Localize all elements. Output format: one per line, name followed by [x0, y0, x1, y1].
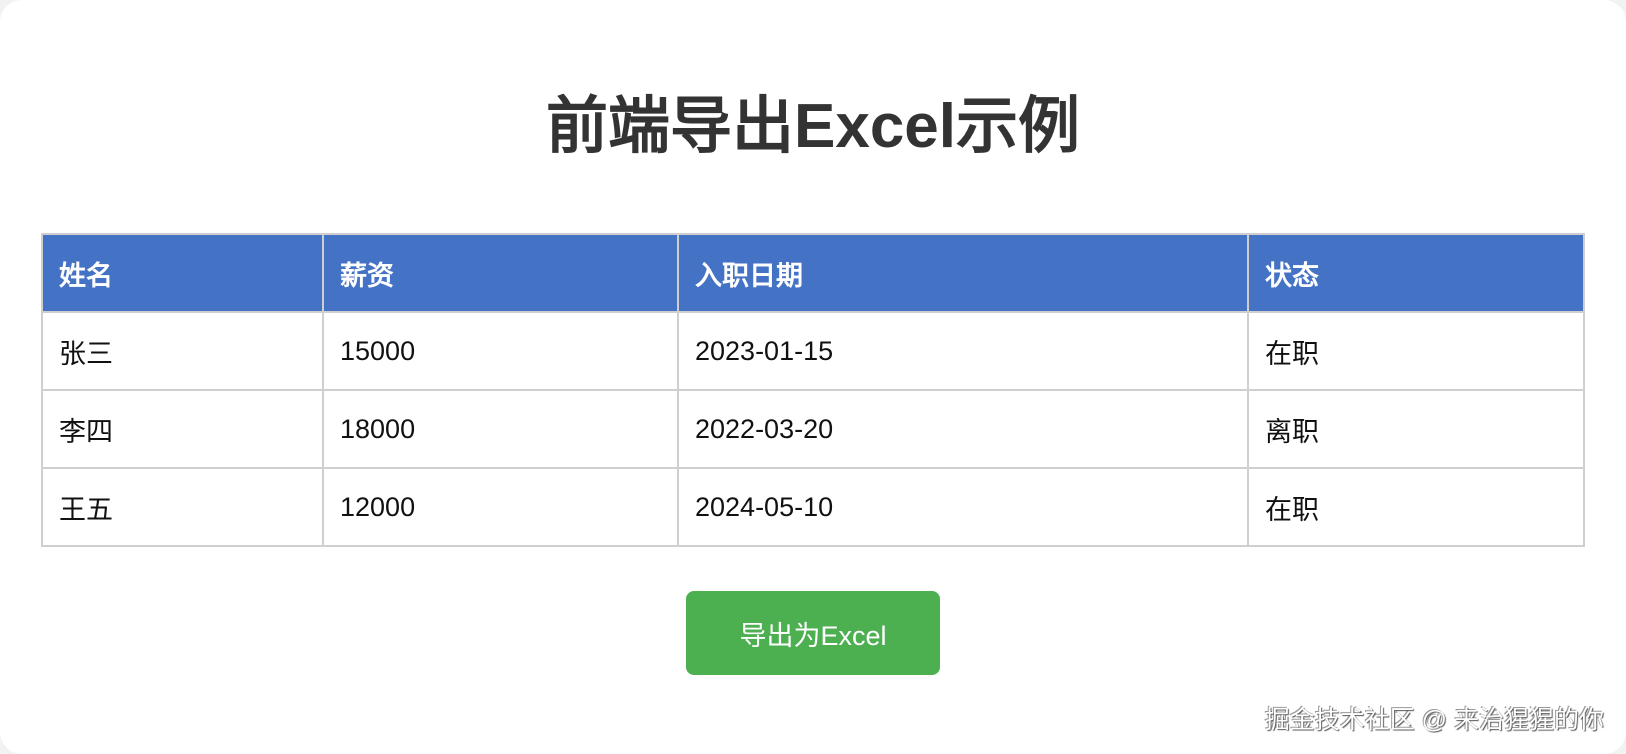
cell-name: 王五	[41, 467, 324, 547]
cell-name: 李四	[41, 389, 324, 469]
watermark: 掘金技术社区 @ 来治猩猩的你	[1264, 706, 1604, 734]
cell-status: 离职	[1247, 389, 1585, 469]
cell-salary: 12000	[322, 467, 679, 547]
cell-hire-date: 2022-03-20	[677, 389, 1249, 469]
export-excel-button[interactable]: 导出为Excel	[686, 591, 940, 675]
header-status: 状态	[1247, 233, 1585, 313]
cell-name: 张三	[41, 311, 324, 391]
cell-salary: 18000	[322, 389, 679, 469]
header-hire-date: 入职日期	[677, 233, 1249, 313]
table-row: 王五 12000 2024-05-10 在职	[41, 467, 1585, 547]
header-salary: 薪资	[322, 233, 679, 313]
cell-hire-date: 2023-01-15	[677, 311, 1249, 391]
page-title: 前端导出Excel示例	[545, 92, 1081, 161]
header-name: 姓名	[41, 233, 324, 313]
table-header-row: 姓名 薪资 入职日期 状态	[41, 233, 1585, 313]
employee-table: 姓名 薪资 入职日期 状态 张三 15000 2023-01-15 在职 李四 …	[41, 233, 1585, 547]
cell-status: 在职	[1247, 467, 1585, 547]
cell-salary: 15000	[322, 311, 679, 391]
cell-status: 在职	[1247, 311, 1585, 391]
cell-hire-date: 2024-05-10	[677, 467, 1249, 547]
table-row: 李四 18000 2022-03-20 离职	[41, 389, 1585, 469]
table-row: 张三 15000 2023-01-15 在职	[41, 311, 1585, 391]
